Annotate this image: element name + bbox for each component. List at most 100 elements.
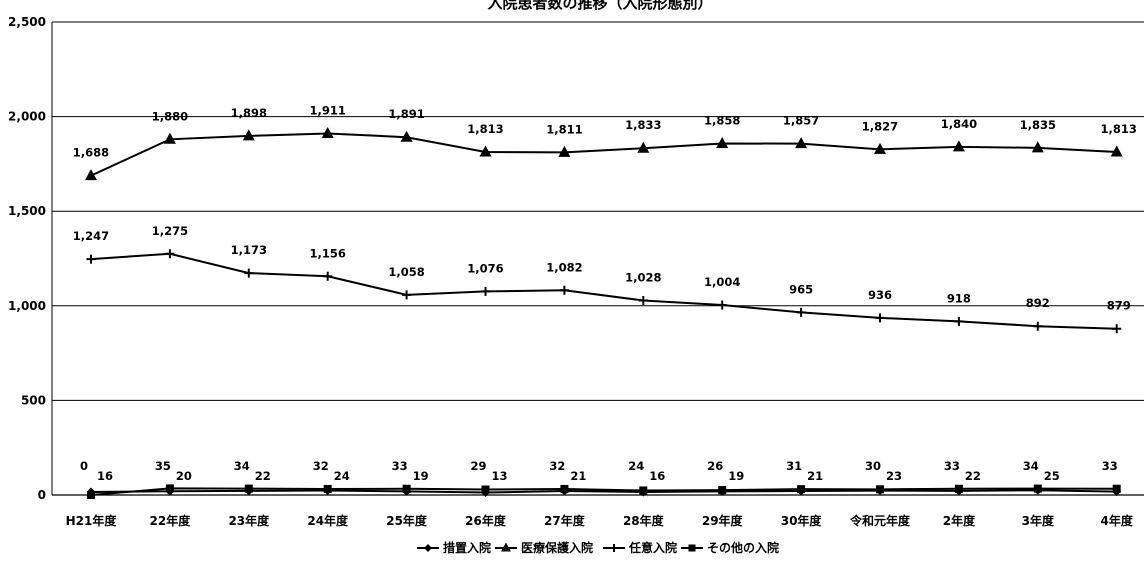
- data-label: 30: [865, 459, 881, 473]
- data-label: 16: [649, 469, 665, 483]
- series-line: [90, 132, 1117, 177]
- data-label: 0: [80, 459, 88, 473]
- data-label: 879: [1107, 299, 1131, 313]
- data-label: 25: [1044, 469, 1060, 483]
- data-point: [1112, 324, 1122, 334]
- data-label: 936: [868, 288, 892, 302]
- data-label: 1,813: [1101, 122, 1137, 136]
- y-tick-label: 0: [38, 488, 46, 502]
- data-point: [795, 137, 808, 149]
- data-label: 1,004: [704, 275, 740, 289]
- data-label: 965: [789, 282, 813, 296]
- data-label: 1,688: [73, 146, 109, 160]
- data-label: 34: [1023, 459, 1039, 473]
- series-group: [85, 126, 1123, 499]
- data-point: [558, 145, 571, 157]
- data-label: 22: [965, 469, 981, 483]
- data-point: [1033, 321, 1043, 331]
- data-point: [610, 544, 618, 552]
- data-label: 1,813: [467, 122, 503, 136]
- x-tick-label: 3年度: [1022, 513, 1055, 528]
- data-point: [244, 268, 254, 278]
- data-label: 34: [234, 459, 250, 473]
- data-label: 1,156: [310, 246, 346, 260]
- data-label: 1,880: [152, 109, 188, 123]
- data-point: [163, 132, 176, 144]
- data-point: [321, 126, 334, 138]
- legend-label: 措置入院: [443, 540, 491, 555]
- gridlines: [52, 21, 1144, 496]
- data-label: 24: [628, 459, 644, 473]
- data-label: 1,173: [231, 243, 267, 257]
- x-tick-label: 23年度: [228, 513, 270, 528]
- data-point: [874, 142, 886, 154]
- legend-item: 医療保護入院: [495, 540, 593, 555]
- data-point: [323, 485, 333, 495]
- data-point: [1033, 485, 1043, 495]
- data-label: 1,898: [231, 106, 267, 120]
- data-label: 35: [155, 459, 171, 473]
- data-label: 1,857: [783, 114, 819, 128]
- data-point: [638, 487, 648, 497]
- chart-title: 入院患者数の推移（入院形態別）: [487, 0, 712, 12]
- data-point: [716, 136, 729, 148]
- data-label: 1,275: [152, 224, 188, 238]
- data-label: 1,835: [1020, 118, 1056, 132]
- data-point: [242, 129, 255, 141]
- x-tick-label: 22年度: [150, 513, 192, 528]
- legend-label: 任意入院: [628, 540, 677, 555]
- data-point: [559, 486, 569, 496]
- data-label: 32: [549, 459, 565, 473]
- data-point: [402, 290, 412, 300]
- legend-item: 任意入院: [603, 540, 677, 555]
- data-point: [559, 285, 569, 295]
- data-point: [796, 486, 806, 496]
- data-point: [954, 316, 964, 326]
- data-label: 22: [255, 469, 271, 483]
- data-point: [481, 286, 490, 296]
- data-point: [165, 249, 175, 259]
- data-label: 1,028: [625, 271, 661, 285]
- y-tick-label: 500: [21, 393, 46, 407]
- data-label: 1,891: [388, 107, 424, 121]
- data-point: [481, 488, 490, 498]
- y-axis: 0 500 1,000 1,500 2,000 2,500: [8, 15, 53, 502]
- data-labels: 16202224191321161921232225181,6881,8801,…: [73, 103, 1137, 483]
- x-tick-label: 27年度: [544, 513, 586, 528]
- x-tick-label: 25年度: [386, 513, 428, 528]
- data-point: [402, 486, 412, 496]
- data-point: [501, 542, 511, 552]
- legend-label: その他の入院: [707, 540, 779, 555]
- data-point: [1112, 487, 1122, 497]
- data-point: [717, 486, 727, 496]
- data-label: 892: [1026, 296, 1050, 310]
- data-point: [1110, 145, 1123, 157]
- data-label: 31: [786, 459, 802, 473]
- data-point: [244, 486, 254, 496]
- data-point: [637, 141, 650, 153]
- data-label: 1,840: [941, 117, 977, 131]
- x-tick-label: 30年度: [781, 513, 823, 528]
- x-tick-label: 2年度: [943, 513, 976, 528]
- x-tick-label: 24年度: [307, 513, 349, 528]
- legend-item: その他の入院: [681, 540, 779, 555]
- y-tick-label: 2,500: [8, 15, 46, 29]
- legend-label: 医療保護入院: [521, 540, 593, 555]
- data-point: [165, 486, 175, 496]
- data-point: [796, 307, 806, 317]
- data-label: 1,827: [862, 119, 898, 133]
- data-label: 1,833: [625, 118, 661, 132]
- data-label: 32: [313, 459, 329, 473]
- x-tick-label: 29年度: [702, 513, 744, 528]
- y-tick-label: 1,000: [8, 299, 46, 313]
- data-point: [952, 140, 965, 152]
- data-label: 29: [470, 459, 486, 473]
- x-tick-label: 26年度: [465, 513, 507, 528]
- data-point: [688, 544, 696, 552]
- x-tick-label: 28年度: [623, 513, 665, 528]
- data-point: [424, 544, 432, 552]
- data-point: [86, 487, 96, 497]
- data-label: 1,858: [704, 113, 740, 127]
- data-label: 24: [334, 469, 350, 483]
